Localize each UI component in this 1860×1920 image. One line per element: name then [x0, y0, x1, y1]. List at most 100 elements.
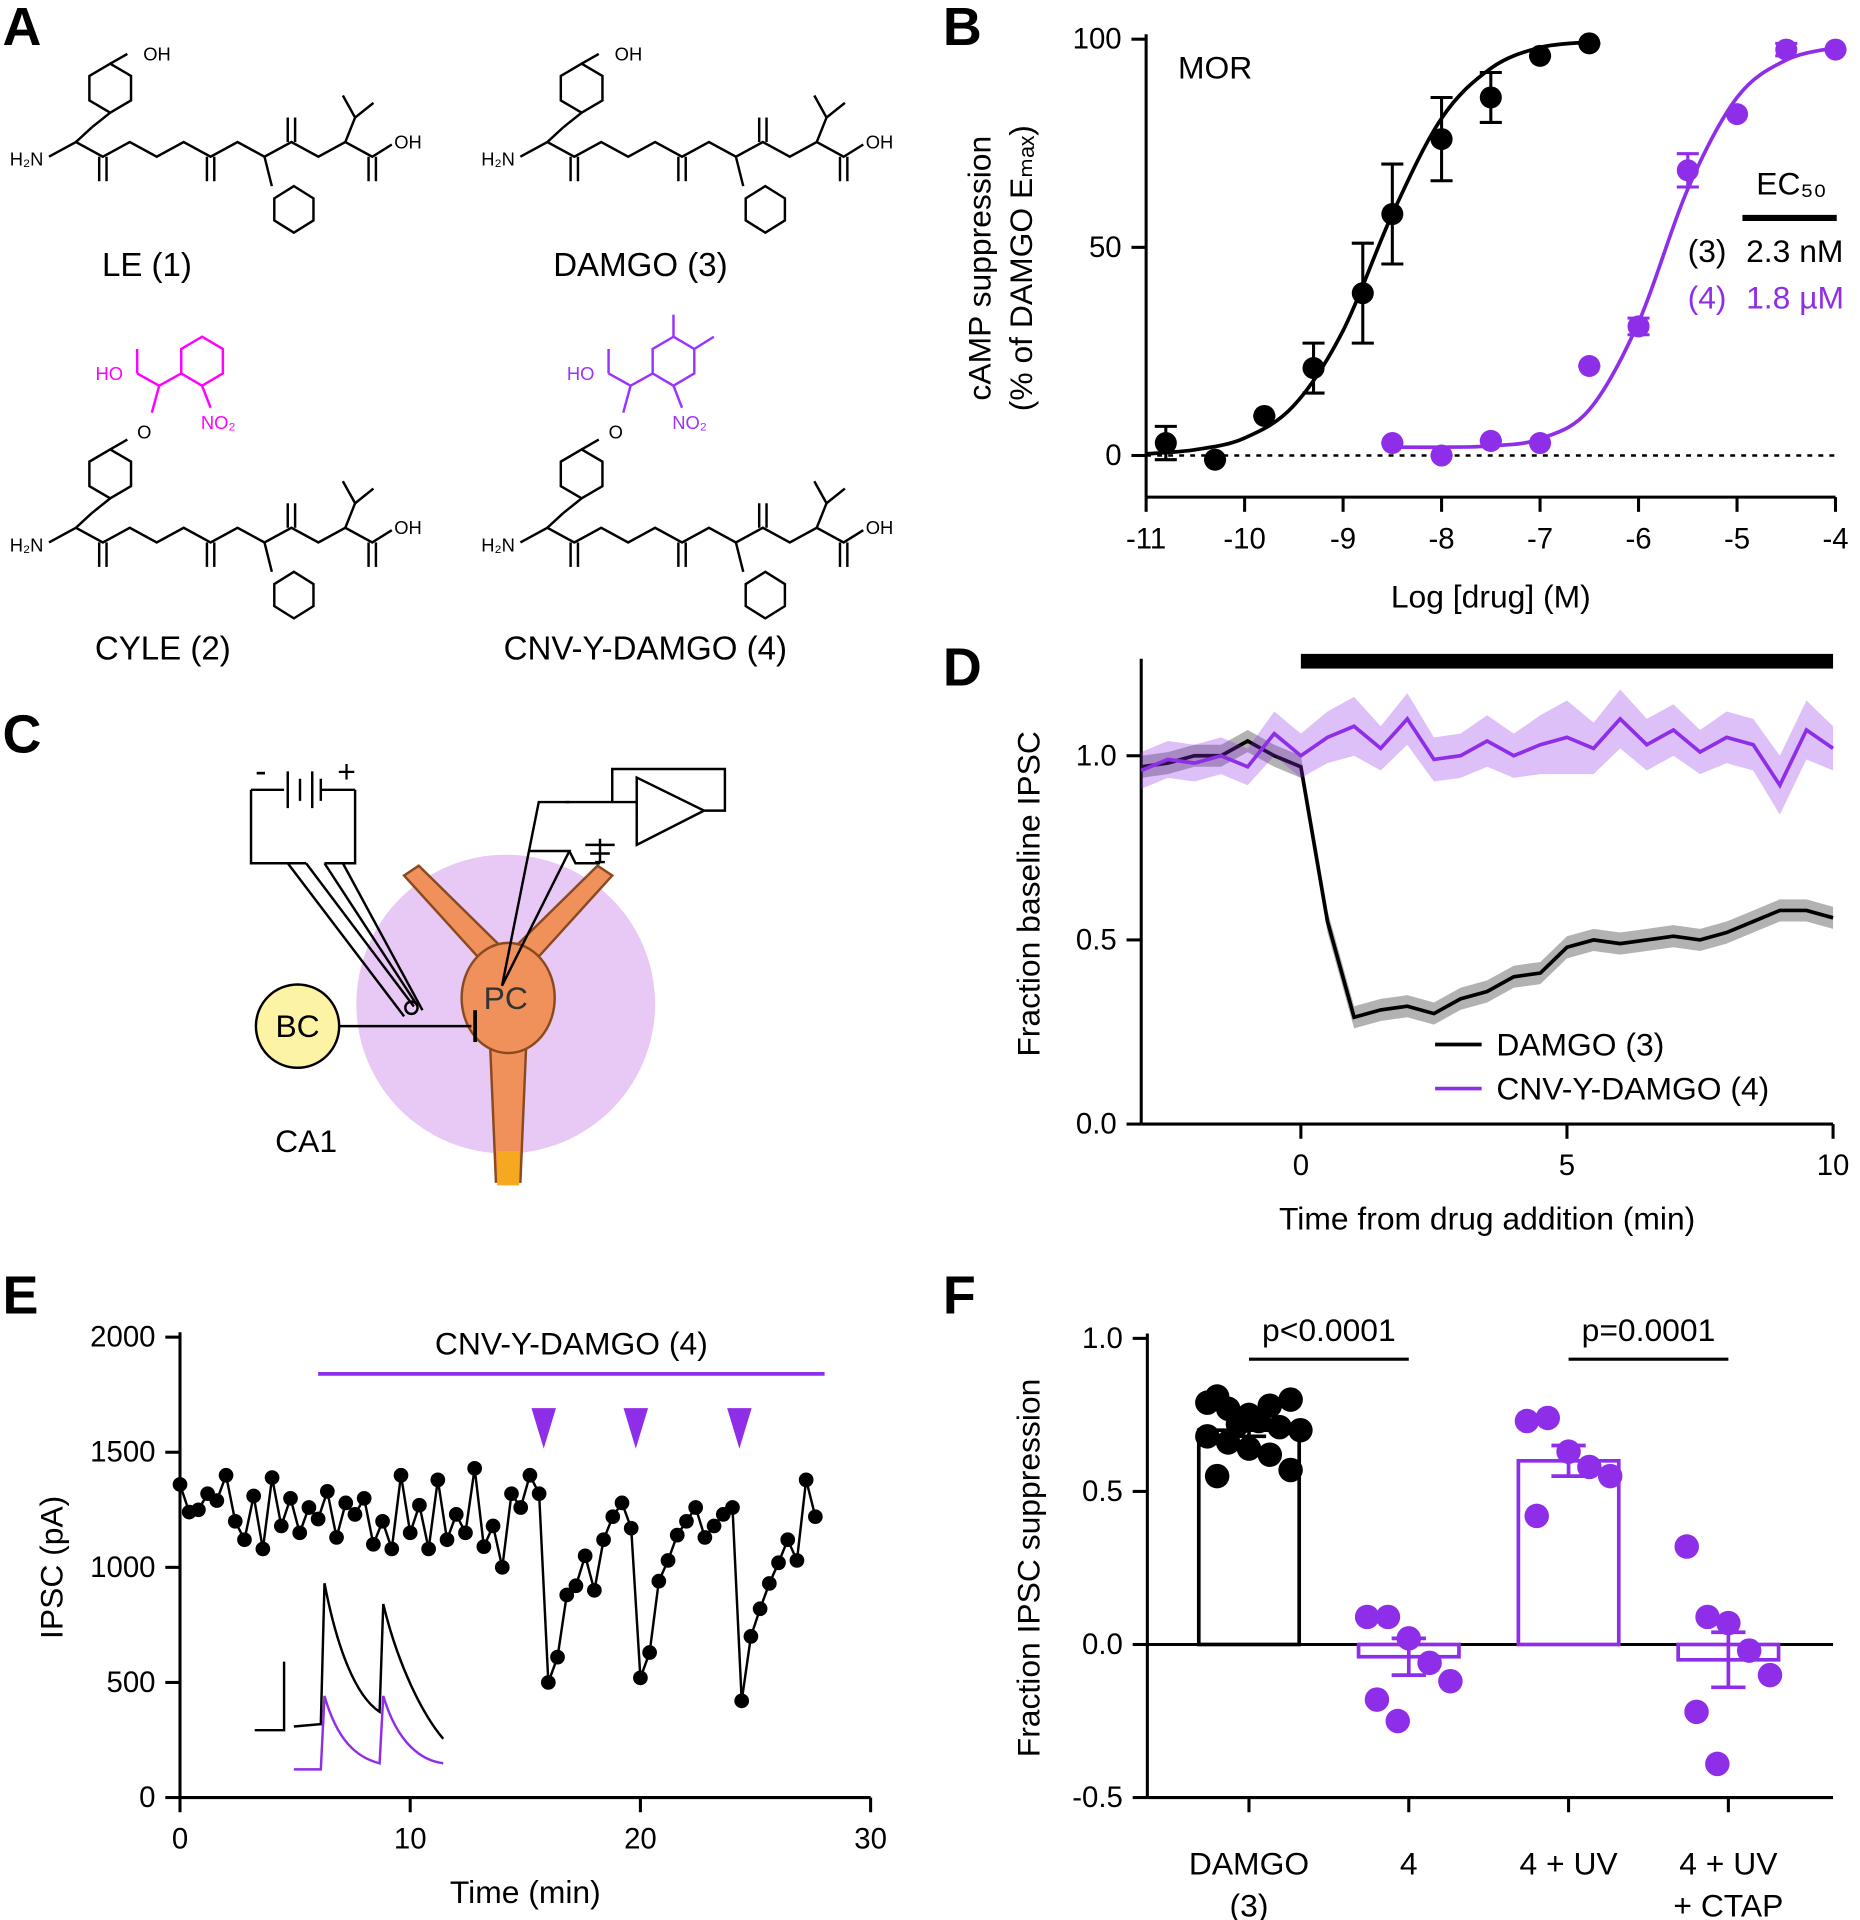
data-point: [587, 1583, 602, 1598]
y-axis-label: Fraction IPSC suppression: [1011, 1379, 1047, 1758]
data-point: [448, 1507, 464, 1522]
x-tick-label: -4: [1822, 522, 1848, 555]
x-tick-label: -5: [1724, 522, 1750, 555]
data-point: [402, 1525, 418, 1541]
x-tick-label: -9: [1330, 522, 1356, 555]
data-point: [1278, 1457, 1303, 1483]
data-point: [1479, 86, 1502, 109]
y-tick-label: 0.5: [1076, 923, 1117, 956]
data-point: [1674, 1534, 1699, 1559]
skeleton: [47, 52, 394, 234]
y-tick-label: 1000: [90, 1551, 155, 1584]
data-point: [568, 1578, 584, 1594]
data-point: [1364, 1687, 1390, 1712]
x-tick-label: -6: [1625, 522, 1651, 555]
x-axis-label: Log [drug] (M): [1391, 578, 1591, 614]
y-tick-label: 0.0: [1082, 1628, 1123, 1661]
data-point: [1204, 1384, 1230, 1409]
data-point: [467, 1461, 483, 1476]
x-tick-label: 4 + UV: [1519, 1846, 1618, 1882]
legend-title: EC₅₀: [1756, 166, 1826, 202]
battery-wire: [249, 788, 357, 865]
axon: [497, 1151, 520, 1186]
atom: HO: [567, 363, 595, 384]
data-point: [1302, 357, 1325, 380]
structure: O H₂N OH HO NO₂ CNV-Y-DAMGO (4): [481, 314, 894, 667]
data-point: [421, 1541, 436, 1557]
data-line: [1140, 715, 1835, 789]
x-axis-label: Time (min): [450, 1874, 601, 1910]
data-point: [1736, 1638, 1762, 1663]
atom: H₂N: [481, 149, 515, 170]
data-point: [1195, 1424, 1220, 1449]
atom: OH: [143, 43, 171, 64]
panel-letters: A B C D E F: [2, 0, 981, 1326]
data-point: [1430, 128, 1453, 151]
data-point: [651, 1573, 667, 1589]
structure: O H₂N OH HO NO₂ CYLE (2): [10, 335, 422, 667]
data-point: [697, 1530, 713, 1545]
legend-label: DAMGO (3): [1496, 1026, 1664, 1062]
data-point: [1288, 1417, 1313, 1443]
x-tick-label: + CTAP: [1673, 1887, 1783, 1920]
ground: [585, 843, 615, 864]
y-tick-label: 50: [1089, 231, 1122, 264]
data-point: [227, 1513, 243, 1529]
fit-curve: [1145, 40, 1590, 456]
fit-curve: [1392, 45, 1836, 450]
data-point: [476, 1539, 492, 1554]
data-point: [1556, 1439, 1581, 1464]
y-tick-label: 100: [1073, 23, 1122, 56]
data-point: [1597, 1463, 1623, 1489]
data-point: [1578, 354, 1601, 378]
data-point: [430, 1472, 446, 1488]
cage: [135, 335, 225, 413]
data-point: [743, 1629, 759, 1644]
uv-flash: [727, 1408, 752, 1449]
data-point: [623, 1520, 639, 1536]
structure: OH H₂N OH LE (1): [10, 43, 422, 284]
atom: OH: [866, 517, 894, 538]
legend-name: (3): [1688, 233, 1727, 269]
data-point: [1257, 1442, 1283, 1467]
data-point: [237, 1532, 252, 1548]
compound-name: LE (1): [102, 247, 192, 284]
data-point: [642, 1645, 657, 1660]
data-point: [458, 1525, 473, 1541]
data-point: [1716, 1610, 1741, 1636]
x-tick-label: 10: [1817, 1149, 1850, 1182]
data-point: [808, 1509, 823, 1525]
data-point: [347, 1507, 363, 1522]
y-tick-label: 0: [139, 1781, 155, 1814]
data-point: [384, 1541, 400, 1557]
data-point: [439, 1532, 455, 1548]
x-tick-label: -11: [1126, 522, 1166, 555]
y-tick-label: 0.5: [1082, 1475, 1123, 1508]
data-point: [356, 1490, 372, 1506]
atom: O: [609, 422, 623, 443]
data-point: [798, 1472, 814, 1488]
p-value: p<0.0001: [1262, 1312, 1396, 1348]
data-point: [550, 1649, 565, 1665]
y-axis-label: cAMP suppression: [962, 136, 998, 401]
x-tick-label: 4 + UV: [1679, 1846, 1778, 1882]
data-point: [1479, 429, 1502, 452]
scale-bar: [254, 1661, 286, 1732]
error-band: [1141, 689, 1834, 815]
data-point: [1627, 315, 1650, 338]
data-point: [1225, 1411, 1251, 1437]
data-point: [1351, 282, 1374, 305]
x-tick-label: 0: [172, 1823, 188, 1856]
data-point: [688, 1500, 704, 1515]
stim-tip: [404, 1000, 419, 1016]
compound-name: CYLE (2): [95, 630, 231, 667]
data-point: [706, 1518, 722, 1534]
x-tick-label: 5: [1559, 1149, 1575, 1182]
x-tick-label: (3): [1230, 1887, 1269, 1920]
x-tick-label: 10: [394, 1823, 427, 1856]
y-tick-label: 0: [1105, 439, 1121, 472]
structure: OH H₂N OH DAMGO (3): [481, 43, 893, 284]
data-point: [338, 1495, 354, 1511]
bar: [1516, 1458, 1621, 1647]
